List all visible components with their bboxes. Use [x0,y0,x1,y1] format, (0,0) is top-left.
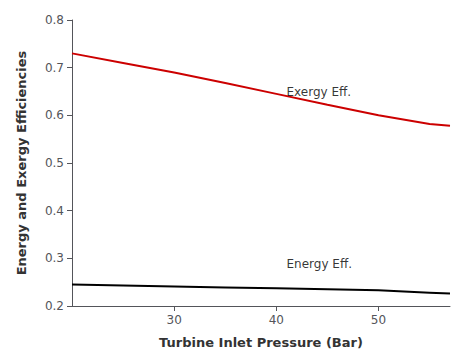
svg-text:0.5: 0.5 [45,156,64,170]
svg-text:0.8: 0.8 [45,13,64,27]
svg-text:30: 30 [167,313,182,327]
svg-text:Energy Eff.: Energy Eff. [287,257,353,271]
svg-text:Exergy Eff.: Exergy Eff. [287,85,352,99]
svg-text:0.4: 0.4 [45,204,64,218]
svg-text:0.3: 0.3 [45,251,64,265]
svg-text:0.6: 0.6 [45,108,64,122]
svg-text:Turbine Inlet Pressure (Bar): Turbine Inlet Pressure (Bar) [159,335,363,350]
svg-text:0.2: 0.2 [45,299,64,313]
svg-text:50: 50 [371,313,386,327]
svg-text:Energy and Exergy Efficiencies: Energy and Exergy Efficiencies [14,50,29,275]
svg-text:40: 40 [269,313,284,327]
svg-text:0.7: 0.7 [45,61,64,75]
